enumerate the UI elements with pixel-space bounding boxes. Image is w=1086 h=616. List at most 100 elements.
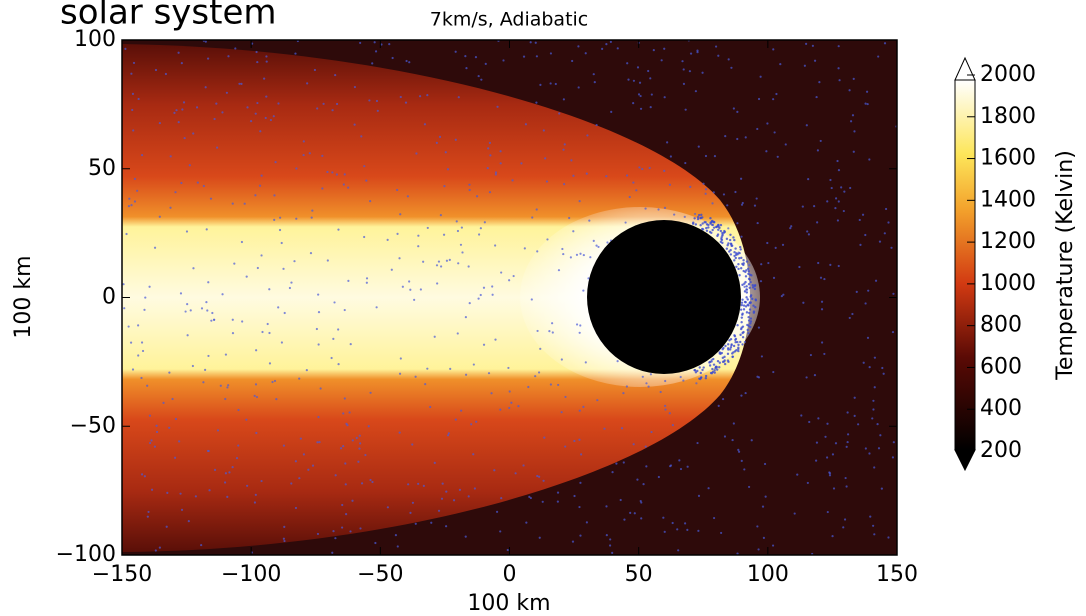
particle — [711, 228, 714, 232]
particle — [880, 487, 883, 490]
y-tick-label: −100 — [56, 542, 116, 567]
particle — [223, 481, 227, 484]
particle — [265, 95, 268, 98]
particle — [645, 465, 648, 468]
particle — [719, 229, 723, 233]
particle — [307, 468, 310, 471]
colorbar-tick-label: 1400 — [980, 187, 1036, 212]
particle — [417, 482, 420, 485]
particle — [562, 252, 565, 256]
particle — [740, 303, 744, 307]
particle — [474, 56, 478, 59]
particle — [341, 503, 344, 507]
particle — [136, 189, 139, 192]
particle — [529, 496, 532, 500]
particle — [698, 377, 701, 380]
particle — [732, 422, 735, 425]
particle — [859, 243, 862, 246]
particle — [316, 441, 319, 444]
particle — [740, 394, 743, 397]
colorbar-extend-bottom — [954, 449, 976, 472]
particle — [575, 323, 579, 326]
particle — [671, 423, 674, 427]
particle — [460, 409, 463, 412]
particle — [254, 493, 257, 496]
particle — [494, 338, 497, 341]
particle — [857, 423, 860, 426]
particle — [520, 162, 523, 165]
particle — [525, 521, 528, 524]
particle — [475, 195, 479, 198]
particle — [609, 40, 612, 43]
particle — [294, 52, 297, 55]
particle — [464, 535, 467, 538]
particle — [739, 248, 742, 251]
particle — [845, 485, 848, 488]
particle — [448, 258, 451, 261]
particle — [678, 459, 681, 462]
particle — [751, 283, 754, 287]
particle — [491, 285, 494, 288]
particle — [790, 225, 793, 228]
particle — [527, 385, 530, 389]
particle — [422, 260, 425, 263]
particle — [701, 71, 704, 74]
particle — [636, 66, 640, 69]
particle — [579, 252, 582, 255]
particle — [744, 275, 748, 278]
particle — [650, 93, 653, 96]
particle — [131, 368, 135, 371]
particle — [892, 292, 895, 295]
particle — [892, 441, 895, 444]
particle — [437, 260, 441, 263]
particle — [745, 291, 749, 294]
particle — [180, 508, 184, 511]
particle — [707, 223, 710, 227]
particle — [477, 74, 480, 78]
particle — [704, 154, 708, 158]
particle — [755, 197, 758, 200]
particle — [371, 480, 374, 484]
particle — [718, 352, 721, 355]
particle — [517, 405, 520, 408]
particle — [130, 72, 133, 75]
particle — [375, 99, 379, 103]
particle — [782, 293, 785, 296]
particle — [725, 247, 729, 250]
particle — [548, 330, 551, 333]
particle — [746, 328, 749, 332]
particle — [622, 461, 625, 464]
particle — [388, 42, 391, 46]
particle — [171, 397, 174, 401]
particle — [723, 435, 727, 438]
particle — [831, 534, 834, 538]
particle — [736, 340, 739, 344]
particle — [495, 510, 499, 513]
particle — [741, 313, 744, 316]
particle — [606, 241, 609, 244]
particle — [595, 123, 598, 127]
particle — [369, 478, 372, 482]
particle — [592, 73, 595, 76]
particle — [563, 143, 566, 146]
particle — [705, 229, 709, 232]
particle — [834, 442, 838, 445]
particle — [254, 194, 257, 197]
particle — [477, 297, 480, 300]
particle — [440, 497, 444, 500]
particle — [742, 262, 745, 265]
ticks: −150 −100 −50 0 50 100 150−100−500501002004006… — [56, 27, 1036, 587]
particle — [275, 397, 278, 401]
particle — [365, 281, 368, 284]
particle — [409, 511, 412, 514]
particle — [605, 505, 608, 508]
particle — [756, 525, 759, 528]
particle — [891, 330, 895, 334]
particle — [869, 515, 872, 518]
particle — [318, 440, 321, 444]
particle — [213, 318, 216, 321]
particle — [491, 293, 494, 296]
particle — [235, 457, 239, 460]
particle — [712, 357, 715, 361]
particle — [535, 208, 538, 211]
